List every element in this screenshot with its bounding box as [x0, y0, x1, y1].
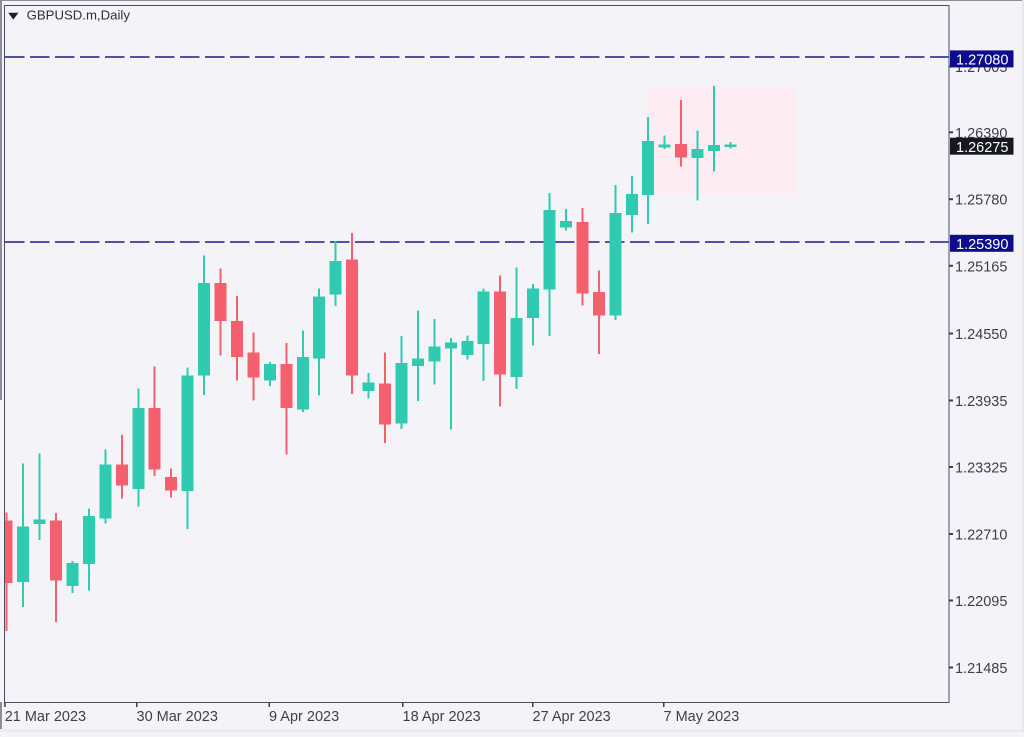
svg-text:1.25780: 1.25780 [955, 193, 1007, 209]
svg-text:1.27080: 1.27080 [956, 53, 1008, 69]
svg-text:27 Apr 2023: 27 Apr 2023 [533, 709, 611, 725]
svg-text:1.23325: 1.23325 [955, 461, 1007, 477]
svg-text:GBPUSD.m,Daily: GBPUSD.m,Daily [27, 8, 131, 23]
svg-text:9 Apr 2023: 9 Apr 2023 [269, 709, 339, 725]
svg-text:1.22095: 1.22095 [955, 594, 1007, 610]
svg-text:1.25165: 1.25165 [955, 259, 1007, 275]
svg-text:1.25390: 1.25390 [956, 237, 1008, 253]
svg-text:18 Apr 2023: 18 Apr 2023 [403, 709, 481, 725]
svg-text:30 Mar 2023: 30 Mar 2023 [137, 709, 218, 725]
svg-text:7 May 2023: 7 May 2023 [664, 709, 740, 725]
svg-text:1.21485: 1.21485 [955, 661, 1007, 677]
svg-text:1.23935: 1.23935 [955, 394, 1007, 410]
svg-text:1.22710: 1.22710 [955, 528, 1007, 544]
svg-text:1.26275: 1.26275 [956, 140, 1008, 156]
svg-text:21 Mar 2023: 21 Mar 2023 [5, 709, 86, 725]
svg-text:1.24550: 1.24550 [955, 327, 1007, 343]
